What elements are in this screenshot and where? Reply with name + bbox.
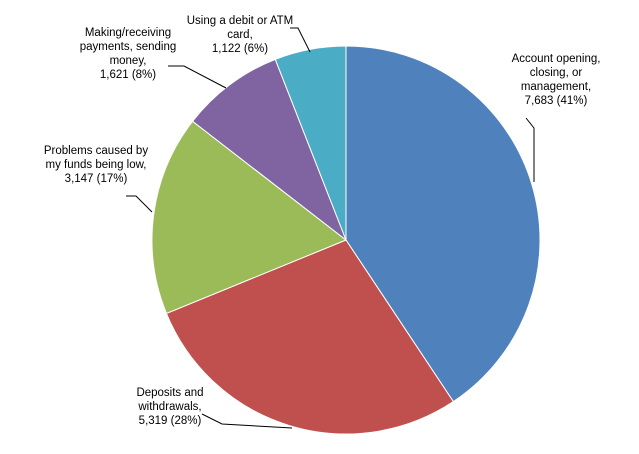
leader-line-3 xyxy=(126,195,153,213)
pie-slice-2 xyxy=(165,239,455,435)
slice-label-4: Making/receiving payments, sending money, 1… xyxy=(80,27,177,81)
leader-line-5 xyxy=(290,27,311,53)
leader-line-2 xyxy=(201,413,293,429)
pie-slice-5 xyxy=(274,45,347,241)
pie-slice-3 xyxy=(151,120,347,315)
pie-slice-4 xyxy=(191,58,348,242)
slice-label-2: Deposits and withdrawals, 5,319 (28%) xyxy=(136,387,203,427)
slice-label-5: Using a debit or ATM card, 1,122 (6%) xyxy=(187,15,294,55)
leader-line-4 xyxy=(168,65,227,89)
slice-label-1: Account opening, closing, or management, 7,… xyxy=(512,53,601,107)
leader-line-1 xyxy=(525,117,535,182)
slice-label-3: Problems caused by my funds being low, 3,1… xyxy=(44,145,148,185)
